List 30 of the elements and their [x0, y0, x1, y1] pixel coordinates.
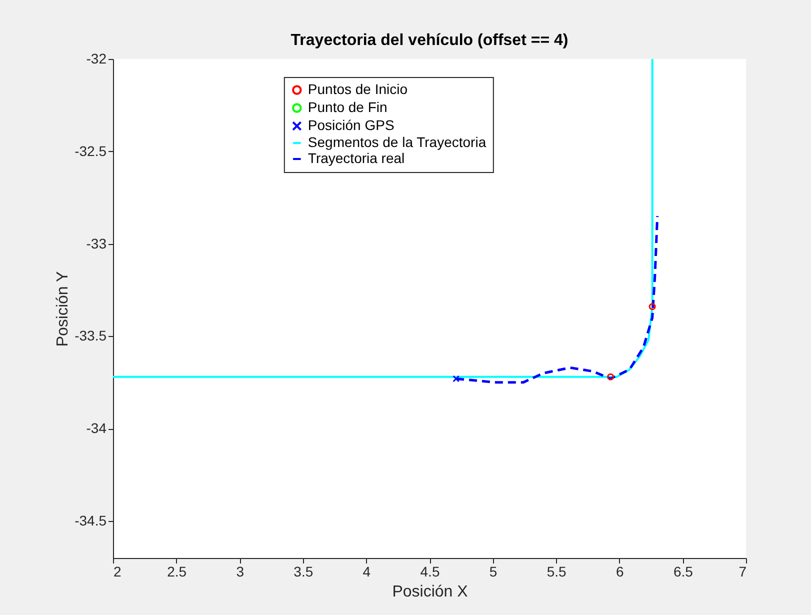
y-tick-label: -32 — [86, 50, 107, 66]
x-tick-label: 4.5 — [420, 564, 440, 580]
point — [607, 373, 614, 380]
x-tick-label: 3.5 — [294, 564, 314, 580]
x-axis-title: Posición X — [392, 584, 468, 600]
point — [452, 375, 460, 382]
legend-label: Segmentos de la Trayectoria — [308, 134, 486, 150]
y-axis-title: Posición Y — [54, 271, 72, 347]
line-series — [454, 214, 659, 384]
x-tick-label: 2 — [114, 564, 122, 580]
x-tick-label: 6 — [616, 564, 624, 580]
x-tick-label: 4 — [362, 564, 371, 580]
x-tick-label: 7 — [738, 564, 747, 580]
y-tick-label: -34 — [86, 420, 107, 436]
point — [648, 303, 656, 310]
x-tick-label: 3 — [236, 564, 244, 580]
y-tick-label: -34.5 — [74, 512, 107, 529]
legend-label: Posición GPS — [308, 117, 394, 133]
legend-label: Puntos de Inicio — [308, 81, 408, 97]
x-tick-label: 2.5 — [167, 564, 187, 580]
y-tick-label: -33.5 — [74, 328, 107, 344]
x-tick-label: 5 — [489, 564, 498, 580]
line-series — [113, 59, 654, 378]
y-tick-label: -33 — [86, 235, 107, 252]
legend-label: Punto de Fin — [308, 99, 388, 115]
y-tick-label: -32.5 — [74, 142, 107, 159]
x-tick-label: 5.5 — [546, 564, 567, 580]
chart-title: Trayectoria del vehículo (offset == 4) — [290, 32, 568, 49]
x-tick-label: 6.5 — [673, 564, 694, 580]
legend-label: Trayectoria real — [308, 150, 405, 166]
